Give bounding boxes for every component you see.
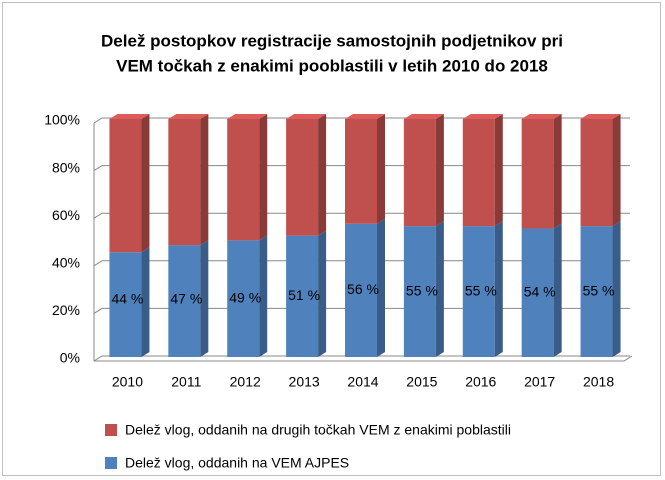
grid-line: [93, 117, 630, 124]
bar-side: [377, 218, 385, 357]
bar-top: [227, 114, 268, 119]
data-label: 55 %: [406, 282, 438, 298]
bar-side: [553, 114, 562, 229]
bar-segment: [168, 119, 201, 246]
data-label: 49 %: [229, 289, 261, 305]
bar-segment: [109, 252, 142, 357]
x-tick-label: 2016: [465, 374, 496, 390]
data-label: 55 %: [465, 282, 497, 298]
bar-side: [435, 114, 444, 227]
x-tick-label: 2015: [406, 374, 437, 390]
bar-top: [462, 114, 503, 119]
grid-line: [93, 355, 630, 362]
y-tick-label: 80%: [52, 159, 80, 175]
bar-side: [494, 114, 503, 227]
bar-side: [612, 114, 621, 227]
bar-segment: [462, 119, 495, 227]
y-tick-label: 60%: [52, 207, 80, 223]
bar-segment: [403, 119, 436, 227]
x-tick-label: 2010: [112, 374, 143, 390]
bar-segment: [345, 119, 377, 224]
x-tick-label: 2011: [171, 374, 201, 390]
bar-side: [141, 247, 150, 357]
y-tick-label: 40%: [52, 255, 80, 271]
grid-line: [93, 212, 630, 219]
bar-top: [403, 114, 444, 119]
bar-segment: [227, 240, 260, 357]
grid-line: [93, 307, 630, 314]
grid-line: [93, 165, 630, 172]
bar-side: [494, 221, 503, 357]
x-tick-label: 2012: [230, 374, 261, 390]
legend-swatch: [105, 457, 117, 469]
bar-segment: [286, 235, 319, 357]
bar-side: [435, 221, 444, 357]
y-tick-label: 20%: [52, 302, 80, 318]
bar-top: [580, 114, 621, 119]
bar-side: [200, 114, 209, 246]
data-label: 55 %: [583, 282, 615, 298]
data-label: 54 %: [524, 283, 556, 299]
bar-segment: [109, 119, 142, 253]
bar-side: [318, 114, 327, 236]
bar-side: [612, 221, 621, 357]
data-label: 56 %: [347, 281, 379, 297]
bar-side: [377, 114, 385, 224]
chart-title: VEM točkah z enakimi pooblastili v letih…: [116, 56, 548, 75]
bar-side: [259, 235, 268, 357]
bar-segment: [227, 119, 260, 241]
bar-side: [318, 230, 327, 357]
grid-line: [93, 260, 630, 267]
x-axis: [94, 355, 633, 362]
bar-segment: [286, 119, 319, 236]
bar-side: [553, 223, 562, 357]
data-label: 51 %: [288, 287, 320, 303]
x-tick-label: 2013: [289, 374, 320, 390]
bar-top: [168, 114, 209, 119]
x-tick-label: 2018: [583, 374, 614, 390]
legend-label: Delež vlog, oddanih na VEM AJPES: [125, 455, 349, 471]
legend-swatch: [105, 424, 117, 436]
x-tick-label: 2017: [524, 374, 555, 390]
bar-segment: [168, 245, 201, 357]
bar-top: [345, 114, 385, 119]
legend-label: Delež vlog, oddanih na drugih točkah VEM…: [125, 422, 511, 438]
data-label: 44 %: [111, 291, 143, 307]
bar-top: [521, 114, 562, 119]
bar-side: [200, 240, 209, 357]
data-label: 47 %: [170, 291, 202, 307]
bar-side: [259, 114, 268, 241]
bar-segment: [345, 223, 377, 357]
x-tick-label: 2014: [347, 374, 378, 390]
bar-segment: [580, 119, 613, 227]
bar-segment: [462, 226, 495, 357]
bar-segment: [580, 226, 613, 357]
bar-segment: [521, 119, 554, 229]
bar-top: [286, 114, 327, 119]
bar-segment: [403, 226, 436, 357]
chart-title: Delež postopkov registracije samostojnih…: [101, 31, 563, 50]
bar-side: [141, 114, 150, 253]
bar-segment: [521, 228, 554, 357]
y-tick-label: 0%: [60, 350, 80, 366]
y-tick-label: 100%: [44, 112, 80, 128]
bar-top: [109, 114, 150, 119]
